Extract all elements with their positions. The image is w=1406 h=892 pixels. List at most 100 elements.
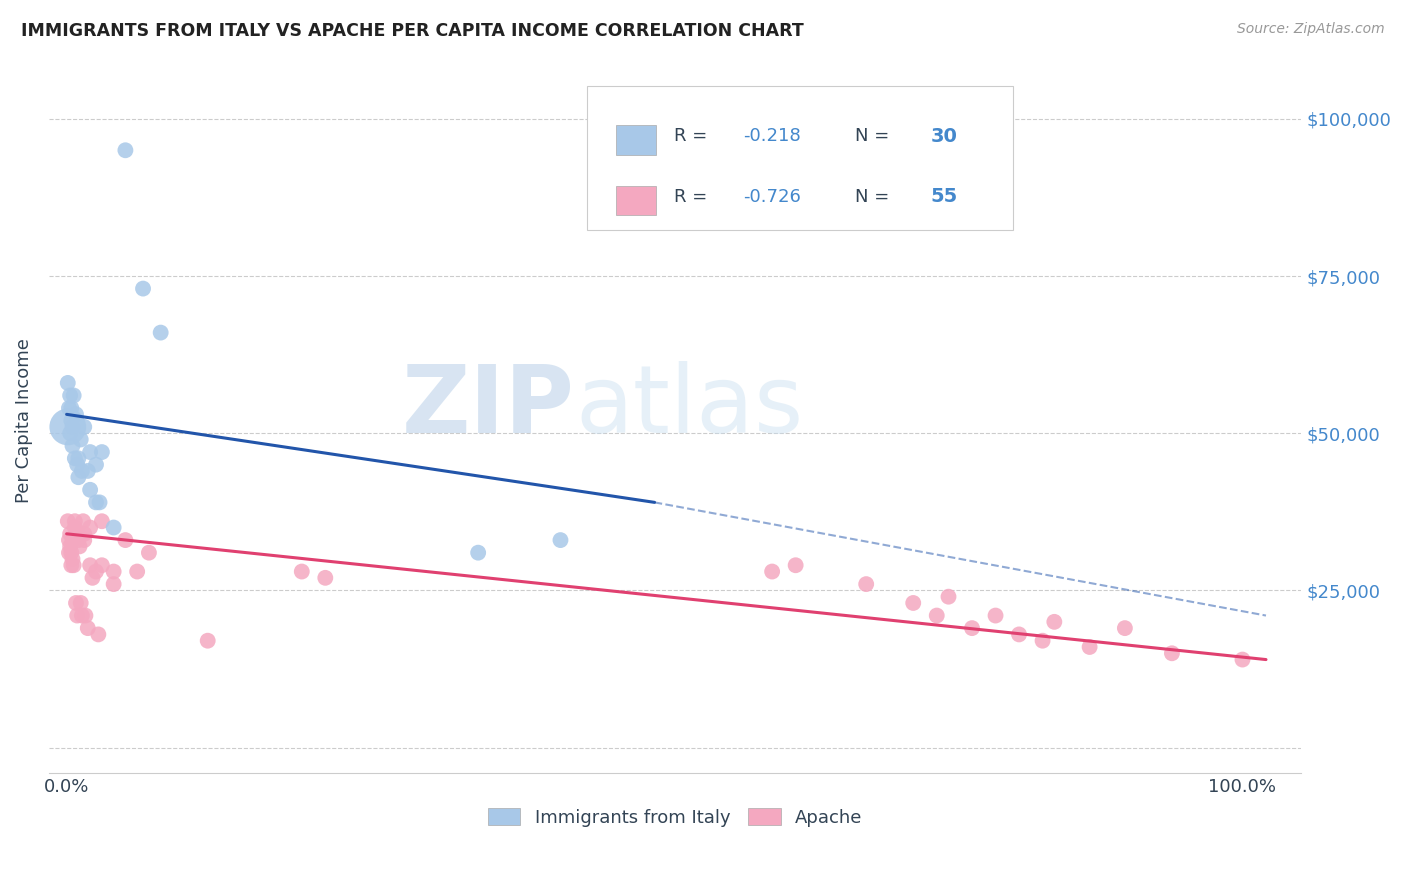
Point [62,558,84,573]
Point [1032,633,1054,648]
Point [67,526,90,541]
Point [467,546,489,560]
Point [103,577,125,591]
Point [69,540,91,554]
Point [1008,627,1031,641]
Text: -0.726: -0.726 [742,187,800,206]
Point [1078,640,1101,654]
Point [66,608,89,623]
Point [103,520,125,534]
Point [79,445,101,459]
Point [56,420,79,434]
Text: Source: ZipAtlas.com: Source: ZipAtlas.com [1237,22,1385,37]
Point [132,282,155,296]
Point [70,608,93,623]
Point [70,464,93,478]
Point [67,451,90,466]
Point [1043,615,1066,629]
Point [63,514,86,528]
Point [59,426,82,441]
Point [84,495,107,509]
Point [82,571,104,585]
Text: 30: 30 [931,127,957,145]
Point [59,540,82,554]
Point [127,565,149,579]
Point [65,526,87,541]
Point [60,546,83,560]
Point [855,577,877,591]
Text: 55: 55 [931,187,957,206]
Point [114,143,136,157]
Legend: Immigrants from Italy, Apache: Immigrants from Italy, Apache [481,801,870,834]
Point [58,401,80,415]
Point [925,608,948,623]
Point [62,388,84,402]
Point [72,514,94,528]
Point [56,376,79,390]
Point [60,558,83,573]
Point [65,408,87,422]
FancyBboxPatch shape [616,126,657,154]
Point [65,596,87,610]
Point [89,495,111,509]
Point [69,596,91,610]
Point [69,433,91,447]
FancyBboxPatch shape [616,186,657,215]
Point [58,546,80,560]
Point [62,552,84,566]
Point [197,633,219,648]
Point [60,401,83,415]
Point [114,533,136,547]
Point [75,608,97,623]
Point [84,565,107,579]
Point [903,596,925,610]
Text: N =: N = [855,128,896,145]
Point [63,451,86,466]
Point [90,558,112,573]
Point [66,458,89,472]
Point [67,533,90,547]
Text: R =: R = [673,187,713,206]
Point [984,608,1007,623]
Text: N =: N = [855,187,896,206]
Text: -0.218: -0.218 [742,128,800,145]
Point [56,514,79,528]
Point [62,533,84,547]
Point [314,571,336,585]
Point [87,627,110,641]
Point [785,558,807,573]
Point [1232,652,1254,666]
Point [60,414,83,428]
Point [291,565,314,579]
Point [90,445,112,459]
Point [960,621,983,635]
Text: IMMIGRANTS FROM ITALY VS APACHE PER CAPITA INCOME CORRELATION CHART: IMMIGRANTS FROM ITALY VS APACHE PER CAPI… [21,22,804,40]
FancyBboxPatch shape [588,87,1014,230]
Point [84,458,107,472]
Point [73,533,96,547]
Y-axis label: Per Capita Income: Per Capita Income [15,338,32,503]
Point [59,526,82,541]
Point [79,520,101,534]
Point [76,621,98,635]
Point [62,439,84,453]
Point [67,470,90,484]
Point [59,388,82,402]
Point [550,533,572,547]
Text: atlas: atlas [575,360,803,452]
Point [938,590,960,604]
Point [1161,646,1184,660]
Text: ZIP: ZIP [402,360,575,452]
Point [761,565,783,579]
Point [79,558,101,573]
Point [76,464,98,478]
Point [1114,621,1136,635]
Point [63,520,86,534]
Point [90,514,112,528]
Point [58,533,80,547]
Text: R =: R = [673,128,713,145]
Point [103,565,125,579]
Point [73,420,96,434]
Point [138,546,160,560]
Point [62,420,84,434]
